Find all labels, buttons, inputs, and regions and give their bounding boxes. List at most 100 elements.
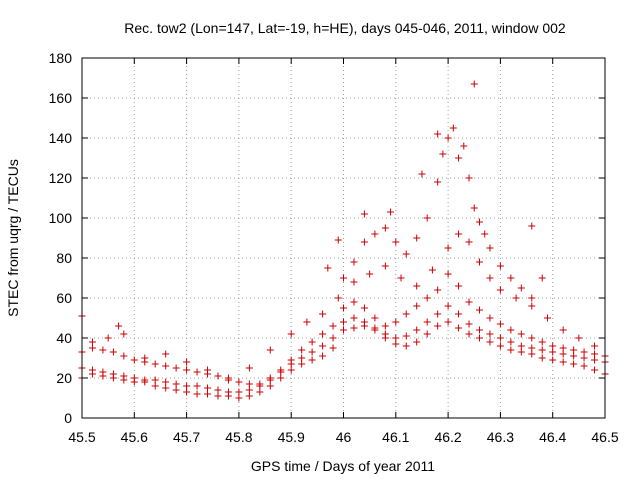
data-point (543, 314, 551, 322)
data-point (507, 326, 515, 334)
data-point (319, 342, 327, 350)
data-point (151, 382, 159, 390)
data-point (549, 342, 557, 350)
data-point (183, 358, 191, 366)
data-point (277, 374, 285, 382)
data-point (392, 334, 400, 342)
data-point (528, 302, 536, 310)
data-point (319, 352, 327, 360)
y-tick-label: 60 (56, 290, 72, 306)
data-point (245, 380, 253, 388)
data-point (538, 274, 546, 282)
data-point (371, 324, 379, 332)
x-tick-label: 45.5 (68, 429, 95, 445)
data-point (120, 330, 128, 338)
data-point (591, 350, 599, 358)
data-point (224, 388, 232, 396)
data-point (486, 338, 494, 346)
y-tick-label: 0 (64, 410, 72, 426)
data-point (88, 344, 96, 352)
data-point (162, 350, 170, 358)
data-point (172, 380, 180, 388)
data-point (266, 374, 274, 382)
data-point (287, 356, 295, 364)
data-point (371, 314, 379, 322)
data-point (287, 366, 295, 374)
data-point (360, 238, 368, 246)
x-tick-label: 46.5 (591, 429, 618, 445)
data-point (381, 330, 389, 338)
data-point (455, 282, 463, 290)
data-point (486, 274, 494, 282)
data-point (183, 388, 191, 396)
data-point (465, 238, 473, 246)
data-point (235, 388, 243, 396)
data-point (580, 362, 588, 370)
x-axis-title: GPS time / Days of year 2011 (251, 458, 435, 474)
data-point (418, 170, 426, 178)
data-point (193, 390, 201, 398)
data-point (303, 318, 311, 326)
data-point (350, 258, 358, 266)
data-point (460, 142, 468, 150)
data-point (528, 334, 536, 342)
data-point (381, 262, 389, 270)
data-point (350, 298, 358, 306)
data-point (538, 338, 546, 346)
data-point (496, 262, 504, 270)
y-tick-label: 80 (56, 250, 72, 266)
data-point (162, 378, 170, 386)
data-point (266, 382, 274, 390)
data-point (434, 286, 442, 294)
data-point (360, 318, 368, 326)
data-point (517, 330, 525, 338)
y-tick-label: 120 (49, 170, 73, 186)
data-point (528, 294, 536, 302)
data-point (538, 346, 546, 354)
data-points (78, 80, 609, 402)
data-point (340, 304, 347, 312)
y-tick-label: 140 (49, 130, 73, 146)
data-point (308, 348, 316, 356)
data-point (329, 322, 337, 330)
data-point (334, 236, 342, 244)
data-point (591, 356, 599, 364)
data-point (120, 352, 128, 360)
data-point (580, 354, 588, 362)
data-point (517, 348, 525, 356)
data-point (88, 366, 96, 374)
data-point (413, 302, 421, 310)
data-point (549, 356, 557, 364)
series-track-5 (340, 124, 536, 302)
data-point (183, 382, 191, 390)
data-point (465, 330, 473, 338)
data-point (224, 374, 232, 382)
data-point (266, 346, 274, 354)
data-point (434, 322, 442, 330)
data-point (371, 230, 379, 238)
data-point (517, 342, 525, 350)
data-point (99, 346, 107, 354)
data-point (402, 342, 410, 350)
data-point (204, 390, 212, 398)
data-point (559, 358, 567, 366)
data-point (162, 384, 170, 392)
data-point (340, 318, 347, 326)
data-point (214, 386, 222, 394)
data-point (507, 346, 515, 354)
data-point (465, 320, 473, 328)
data-point (444, 302, 452, 310)
data-point (528, 222, 536, 230)
data-point (109, 370, 117, 378)
data-point (591, 366, 599, 374)
data-point (193, 368, 201, 376)
data-point (475, 258, 483, 266)
data-point (517, 284, 525, 292)
data-point (183, 366, 191, 374)
x-tick-label: 45.6 (121, 429, 148, 445)
data-point (235, 394, 243, 402)
data-point (151, 360, 159, 368)
data-point (334, 294, 342, 302)
data-point (193, 382, 201, 390)
